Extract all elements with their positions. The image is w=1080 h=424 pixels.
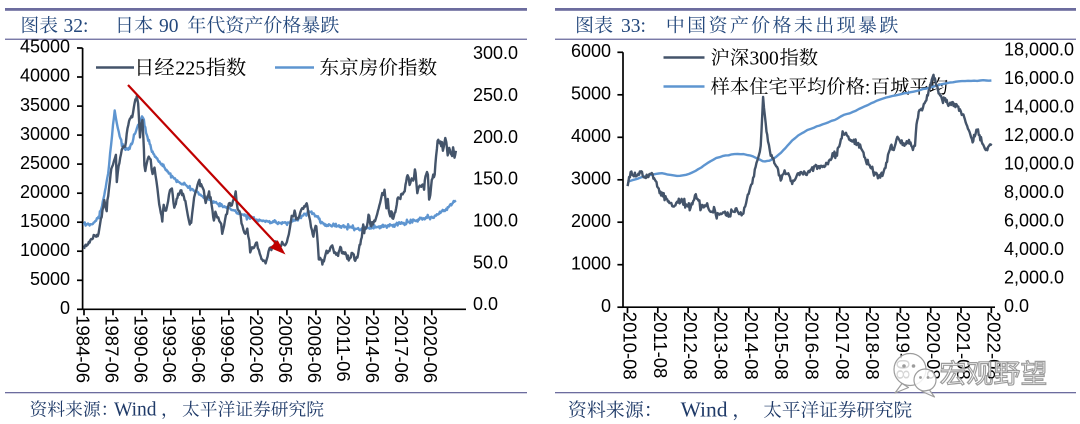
svg-text:Wind: Wind (114, 400, 157, 421)
svg-text:2017-06: 2017-06 (391, 315, 412, 383)
svg-text:3000: 3000 (571, 168, 611, 188)
svg-text:250.0: 250.0 (473, 85, 518, 105)
svg-text:100.0: 100.0 (473, 211, 518, 231)
svg-text:300: 300 (750, 48, 779, 69)
svg-text:0: 0 (60, 298, 70, 318)
svg-text:33:: 33: (621, 16, 646, 37)
svg-text:0.0: 0.0 (473, 294, 498, 314)
svg-text:2013-08: 2013-08 (711, 312, 732, 380)
svg-text:2014-08: 2014-08 (741, 312, 762, 380)
svg-text:16,000.0: 16,000.0 (1004, 68, 1074, 88)
svg-text:14,000.0: 14,000.0 (1004, 96, 1074, 116)
svg-text:5000: 5000 (30, 269, 70, 289)
svg-text:45000: 45000 (20, 37, 70, 57)
svg-text:15000: 15000 (20, 211, 70, 231)
svg-text:150.0: 150.0 (473, 169, 518, 189)
svg-text:1999-06: 1999-06 (217, 315, 238, 383)
svg-text:2016-08: 2016-08 (802, 312, 823, 380)
svg-text:1000: 1000 (571, 253, 611, 273)
svg-text:0.0: 0.0 (1004, 296, 1029, 316)
svg-text:2015-08: 2015-08 (771, 312, 792, 380)
svg-text:2011-06: 2011-06 (333, 315, 354, 382)
svg-text:20000: 20000 (20, 182, 70, 202)
svg-text:2011-08: 2011-08 (650, 312, 671, 379)
svg-text:2008-06: 2008-06 (304, 315, 325, 383)
svg-text:8,000.0: 8,000.0 (1004, 182, 1064, 202)
svg-text:30000: 30000 (20, 124, 70, 144)
svg-text:300.0: 300.0 (473, 43, 518, 63)
svg-text:200.0: 200.0 (473, 127, 518, 147)
svg-text:2005-06: 2005-06 (275, 315, 296, 383)
svg-text:35000: 35000 (20, 95, 70, 115)
svg-text:50.0: 50.0 (473, 252, 508, 272)
svg-text:6000: 6000 (571, 41, 611, 61)
svg-text:4,000.0: 4,000.0 (1004, 239, 1064, 259)
svg-text::: : (865, 77, 870, 98)
svg-text:2018-08: 2018-08 (862, 312, 883, 380)
svg-text:2020-06: 2020-06 (420, 315, 441, 383)
svg-text:1996-06: 1996-06 (188, 315, 209, 383)
svg-text:2012-08: 2012-08 (680, 312, 701, 380)
svg-text:2,000.0: 2,000.0 (1004, 267, 1064, 287)
svg-text:2017-08: 2017-08 (832, 312, 853, 380)
svg-text:1993-06: 1993-06 (159, 315, 180, 383)
svg-text:225: 225 (175, 58, 205, 80)
svg-text:90: 90 (159, 16, 179, 37)
svg-text:6,000.0: 6,000.0 (1004, 210, 1064, 230)
svg-text:12,000.0: 12,000.0 (1004, 125, 1074, 145)
svg-text:1984-06: 1984-06 (72, 315, 93, 383)
svg-text:10,000.0: 10,000.0 (1004, 153, 1074, 173)
svg-text:4000: 4000 (571, 126, 611, 146)
svg-text:2000: 2000 (571, 211, 611, 231)
svg-text:1987-06: 1987-06 (101, 315, 122, 383)
svg-text:2020-08: 2020-08 (923, 312, 944, 380)
svg-text:0: 0 (601, 296, 611, 316)
svg-text:2002-06: 2002-06 (246, 315, 267, 383)
svg-text:25000: 25000 (20, 153, 70, 173)
svg-text:32:: 32: (64, 16, 89, 37)
svg-text:2014-06: 2014-06 (362, 315, 383, 383)
svg-text:Wind: Wind (681, 398, 728, 422)
svg-text:10000: 10000 (20, 240, 70, 260)
svg-text:2010-08: 2010-08 (620, 312, 641, 380)
svg-text:1990-06: 1990-06 (130, 315, 151, 383)
svg-text:5000: 5000 (571, 84, 611, 104)
svg-text:18,000.0: 18,000.0 (1004, 39, 1074, 59)
svg-text:40000: 40000 (20, 66, 70, 86)
